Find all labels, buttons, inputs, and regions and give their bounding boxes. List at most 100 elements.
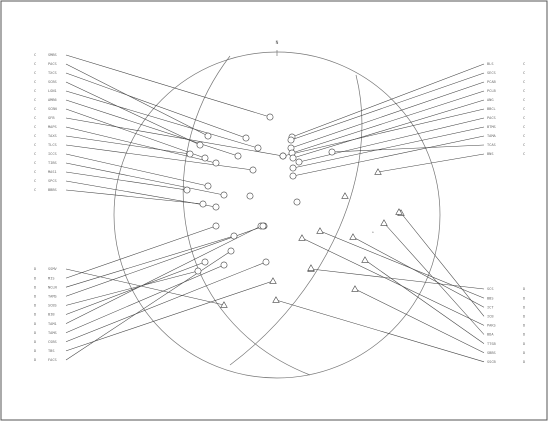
lower-right-code-4: D	[523, 324, 525, 328]
leader-line	[65, 261, 267, 343]
upper-left-label-11: ICCS	[48, 152, 57, 156]
upper-left-label-4: LGN1	[48, 89, 57, 93]
lower-left-code-8: D	[34, 340, 36, 344]
pole-triangle-marker	[395, 208, 403, 215]
upper-left-code-8: C	[34, 125, 36, 129]
leader-line	[291, 63, 485, 138]
lower-left-code-10: D	[34, 358, 36, 362]
lower-right-code-0: D	[523, 287, 525, 291]
pole-circle-marker	[183, 186, 191, 194]
lower-left-code-9: D	[34, 349, 36, 353]
upper-left-label-7: GFB	[48, 116, 55, 120]
leader-line	[292, 135, 485, 177]
upper-right-code-9: C	[523, 143, 525, 147]
leader-line	[65, 135, 191, 155]
leader-line	[319, 230, 485, 299]
leader-line	[65, 268, 225, 306]
upper-left-code-13: C	[34, 170, 36, 174]
leader-line	[290, 81, 485, 149]
lower-right-label-8: SSCB	[487, 360, 496, 364]
leader-line	[291, 90, 485, 154]
upper-left-code-6: C	[34, 107, 36, 111]
lower-left-code-4: D	[34, 304, 36, 308]
lower-left-label-1: MIS	[48, 276, 55, 280]
pole-circle-marker	[212, 222, 220, 230]
pole-circle-marker	[230, 232, 238, 240]
lower-right-label-7: SBBS	[487, 351, 496, 355]
pole-circle-marker	[194, 267, 202, 275]
pole-circle-marker	[201, 258, 209, 266]
upper-left-label-8: MAPS	[48, 125, 57, 129]
pole-circle-marker	[220, 191, 228, 199]
pole-circle-marker	[289, 172, 297, 180]
leader-line	[65, 250, 232, 361]
pole-circle-marker	[186, 150, 194, 158]
leader-line	[301, 237, 485, 326]
lower-left-label-8: CSBS	[48, 340, 57, 344]
lower-right-label-1: BBS	[487, 296, 494, 300]
pole-circle-marker	[289, 154, 297, 162]
pole-triangle-marker	[351, 285, 359, 292]
upper-right-label-4: ANG	[487, 98, 494, 102]
upper-left-code-1: C	[34, 62, 36, 66]
leader-line	[65, 153, 209, 187]
leader-line	[65, 280, 274, 352]
leader-line	[352, 236, 485, 308]
upper-right-label-6: PACS	[487, 116, 496, 120]
lower-right-code-1: D	[523, 296, 525, 300]
leader-line	[65, 225, 265, 297]
lower-left-label-6: TAM1	[48, 322, 57, 326]
lower-right-label-5: BDA	[487, 333, 494, 337]
leader-line	[354, 288, 485, 353]
upper-right-label-2: PCAB	[487, 80, 496, 84]
upper-right-label-7: BTMS	[487, 125, 496, 129]
pole-triangle-marker	[316, 227, 324, 234]
upper-left-label-3: SCBS	[48, 80, 57, 84]
pole-circle-marker	[262, 258, 270, 266]
leader-line	[364, 259, 485, 344]
leader-line	[65, 270, 199, 306]
upper-left-code-2: C	[34, 71, 36, 75]
lower-right-code-6: D	[523, 342, 525, 346]
pole-circle-marker	[289, 164, 297, 172]
lower-right-label-6: TTSB	[487, 342, 496, 346]
pole-circle-marker	[279, 152, 287, 160]
upper-left-code-7: C	[34, 116, 36, 120]
upper-left-code-4: C	[34, 89, 36, 93]
pole-circle-marker	[227, 247, 235, 255]
pole-triangle-marker	[269, 277, 277, 284]
pole-triangle-marker	[374, 168, 382, 175]
upper-right-code-4: C	[523, 98, 525, 102]
center-mark: +	[372, 230, 375, 234]
upper-right-label-9: TCAS	[487, 143, 496, 147]
leader-line	[65, 72, 247, 139]
upper-left-label-12: TIBS	[48, 161, 57, 165]
upper-left-label-0: SMBS	[48, 53, 57, 57]
upper-left-code-11: C	[34, 152, 36, 156]
upper-right-code-2: C	[523, 80, 525, 84]
leader-line	[65, 99, 239, 157]
lower-left-code-2: D	[34, 285, 36, 289]
lower-right-label-3: ICB	[487, 315, 494, 319]
lower-left-label-2: NCLN	[48, 285, 57, 289]
pole-circle-marker	[259, 222, 267, 230]
pole-triangle-marker	[272, 296, 280, 303]
leader-line	[292, 126, 485, 169]
leader-line	[292, 99, 485, 159]
pole-circle-marker	[199, 200, 207, 208]
upper-left-code-5: C	[34, 98, 36, 102]
leader-line	[65, 189, 204, 205]
leader-line	[290, 72, 485, 141]
upper-left-code-3: C	[34, 80, 36, 84]
leader-line	[65, 117, 284, 157]
pole-circle-marker	[246, 192, 254, 200]
pole-circle-marker	[254, 144, 262, 152]
upper-left-label-9: TAXS	[48, 134, 57, 138]
upper-right-label-10: BNS	[487, 152, 494, 156]
upper-left-label-5: AMB6	[48, 98, 57, 102]
leader-line	[65, 54, 271, 118]
leader-line	[331, 144, 485, 153]
lower-left-code-3: D	[34, 295, 36, 299]
